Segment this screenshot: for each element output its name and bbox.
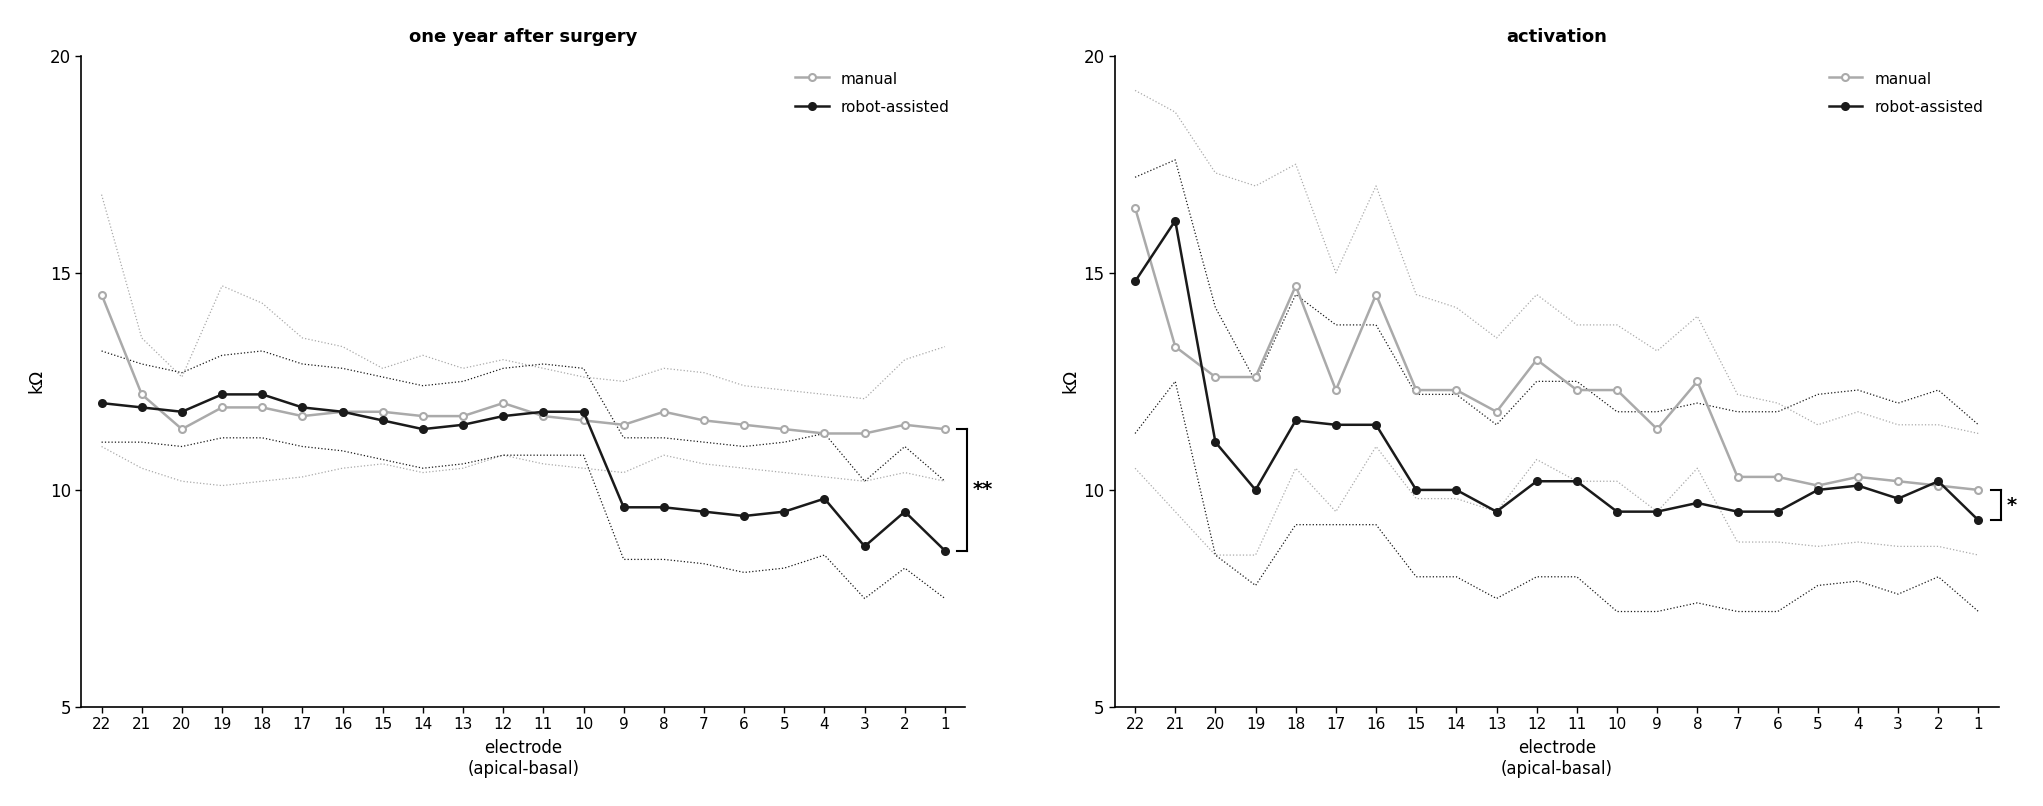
Text: **: ** <box>972 480 993 500</box>
Y-axis label: kΩ: kΩ <box>29 369 45 393</box>
X-axis label: electrode
(apical-basal): electrode (apical-basal) <box>468 739 580 779</box>
Title: one year after surgery: one year after surgery <box>409 27 637 46</box>
Title: activation: activation <box>1506 27 1608 46</box>
Legend: manual, robot-assisted: manual, robot-assisted <box>1820 64 1992 123</box>
X-axis label: electrode
(apical-basal): electrode (apical-basal) <box>1502 739 1612 779</box>
Y-axis label: kΩ: kΩ <box>1060 369 1079 393</box>
Legend: manual, robot-assisted: manual, robot-assisted <box>787 64 958 123</box>
Text: *: * <box>2006 496 2016 514</box>
